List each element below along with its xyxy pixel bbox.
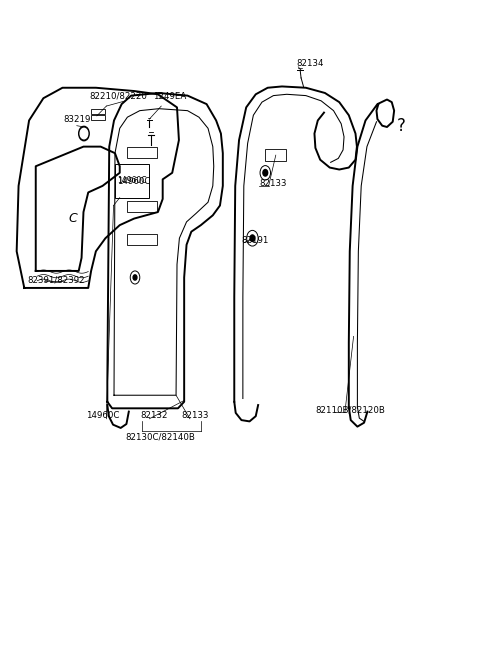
- Bar: [127, 234, 157, 245]
- Bar: [91, 115, 106, 120]
- Circle shape: [79, 126, 89, 141]
- Text: 82110B/82120B: 82110B/82120B: [315, 406, 385, 415]
- Bar: [265, 149, 286, 161]
- Circle shape: [133, 275, 137, 280]
- Bar: [115, 164, 149, 198]
- Text: 82210/82220: 82210/82220: [90, 92, 147, 101]
- Bar: [91, 108, 106, 114]
- Text: 83219: 83219: [63, 116, 91, 124]
- Text: ?: ?: [397, 117, 406, 135]
- Bar: [127, 147, 157, 158]
- Circle shape: [250, 235, 255, 242]
- Circle shape: [80, 128, 88, 139]
- Text: C: C: [69, 212, 77, 225]
- Text: 82133: 82133: [182, 411, 209, 420]
- Text: 82133: 82133: [259, 179, 287, 188]
- Text: 82391/82392: 82391/82392: [28, 275, 85, 284]
- Bar: [127, 201, 157, 212]
- Text: 82191: 82191: [241, 236, 268, 245]
- Text: 1249EA: 1249EA: [153, 92, 186, 101]
- Text: 14960C: 14960C: [86, 411, 120, 420]
- Text: 14960C: 14960C: [117, 177, 150, 186]
- Text: 82132: 82132: [141, 411, 168, 420]
- Circle shape: [263, 170, 268, 176]
- Text: 14960C: 14960C: [118, 176, 147, 185]
- Text: 82130C/82140B: 82130C/82140B: [125, 432, 195, 441]
- Text: 82134: 82134: [296, 59, 324, 68]
